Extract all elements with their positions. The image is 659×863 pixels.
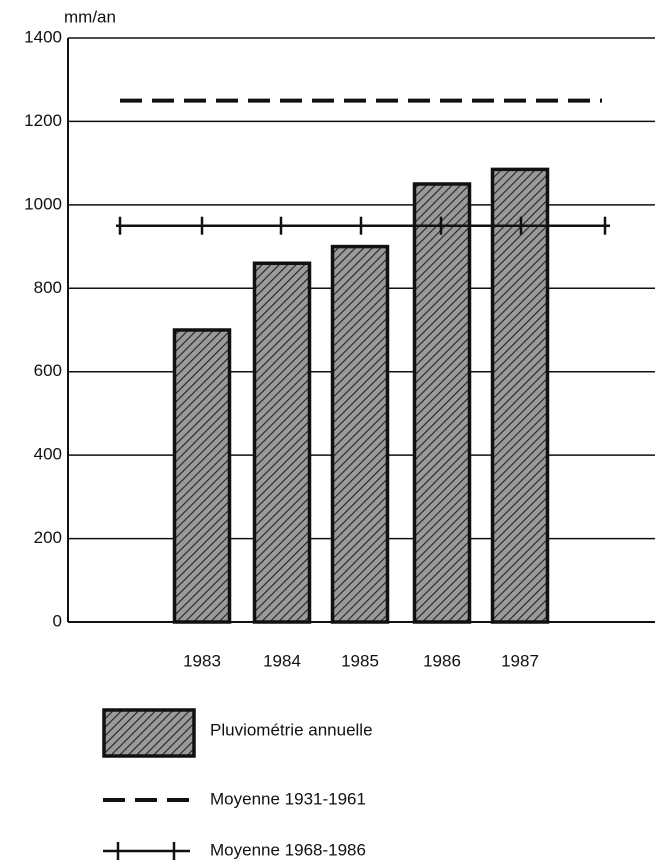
- y-tick-label: 800: [34, 278, 62, 297]
- x-tick-label: 1986: [423, 651, 461, 670]
- legend-label: Moyenne 1968-1986: [210, 840, 366, 859]
- legend-swatch: [102, 708, 196, 758]
- bar: [172, 328, 232, 624]
- y-tick-label: 400: [34, 445, 62, 464]
- y-axis-label: mm/an: [64, 7, 116, 26]
- y-tick-label: 600: [34, 361, 62, 380]
- bar: [330, 244, 390, 624]
- y-tick-label: 1000: [24, 194, 62, 213]
- y-tick-label: 1200: [24, 111, 62, 130]
- legend-label: Moyenne 1931-1961: [210, 789, 366, 808]
- x-tick-label: 1984: [263, 651, 301, 670]
- bar: [412, 182, 472, 624]
- x-tick-label: 1987: [501, 651, 539, 670]
- bar: [252, 261, 312, 624]
- y-tick-label: 200: [34, 528, 62, 547]
- legend-label: Pluviométrie annuelle: [210, 720, 373, 739]
- x-tick-label: 1983: [183, 651, 221, 670]
- bar: [490, 167, 550, 624]
- y-tick-label: 1400: [24, 27, 62, 46]
- y-tick-label: 0: [53, 611, 62, 630]
- x-tick-label: 1985: [341, 651, 379, 670]
